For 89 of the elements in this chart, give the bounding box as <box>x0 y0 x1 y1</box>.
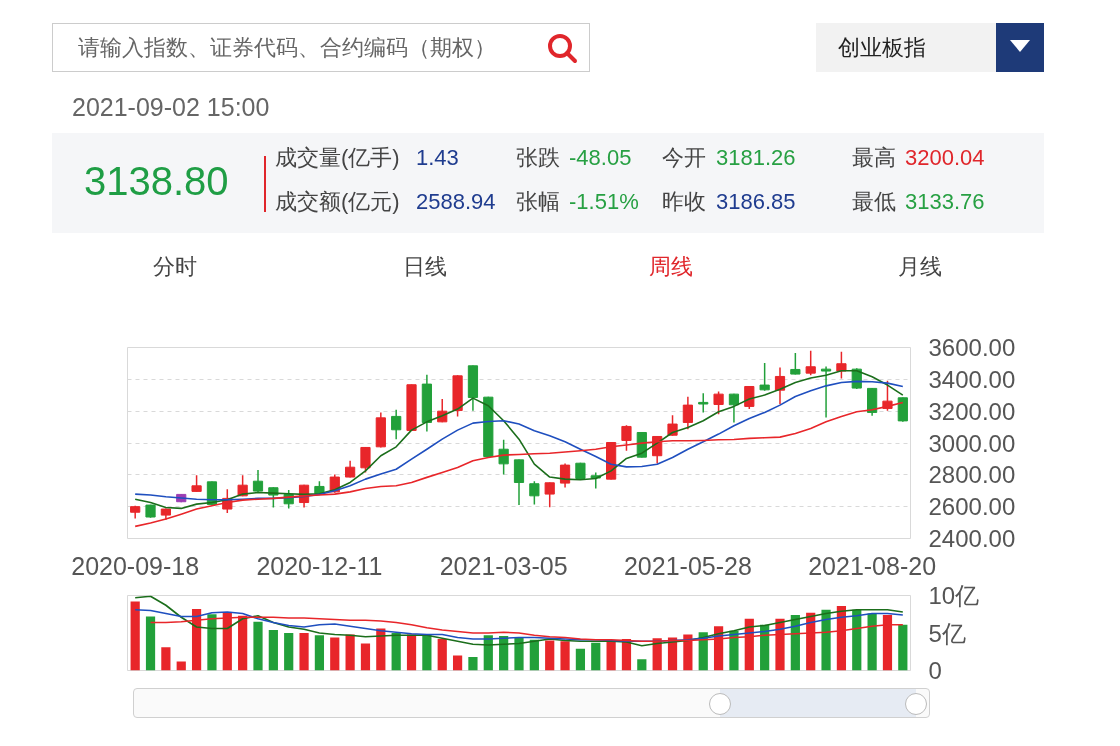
candlestick <box>513 458 525 506</box>
candlestick <box>682 396 693 430</box>
bar <box>314 635 325 671</box>
bar <box>161 647 171 671</box>
text: 3200.04 <box>905 145 985 171</box>
text: -1.51% <box>569 189 639 215</box>
candlestick <box>836 351 847 380</box>
y-tick-label: 0 <box>928 657 942 684</box>
text: 1.43 <box>416 145 459 171</box>
text: 请输入指数、证券代码、合约编码（期权） <box>78 35 496 61</box>
candlestick <box>728 392 740 424</box>
bar <box>207 614 217 671</box>
text: 成交额(亿元) <box>275 189 400 215</box>
y-tick-label: 3000.00 <box>928 429 1016 457</box>
text: 张跌 <box>516 145 560 171</box>
candlestick <box>391 408 402 440</box>
bar <box>345 634 355 671</box>
text: 创业板指 <box>838 35 926 61</box>
line-series <box>134 595 904 647</box>
candlestick <box>621 424 632 452</box>
y-tick-label: 3200.00 <box>928 397 1016 425</box>
bar <box>437 639 447 671</box>
bar <box>130 601 140 671</box>
text: 分时 <box>153 254 197 280</box>
candlestick <box>774 366 786 405</box>
bar <box>284 633 294 671</box>
x-tick-label: 2021-03-05 <box>439 551 568 580</box>
x-tick-label: 2021-08-20 <box>808 551 937 580</box>
line-series <box>134 608 904 643</box>
bar <box>452 655 463 671</box>
bar <box>422 634 432 671</box>
text: 最低 <box>852 189 896 215</box>
candlestick <box>897 396 908 423</box>
text: 2588.94 <box>416 189 496 215</box>
bar <box>391 633 401 671</box>
candlestick <box>759 362 770 392</box>
text: 3138.80 <box>84 158 229 204</box>
candlestick <box>820 365 832 419</box>
line-series <box>134 401 904 528</box>
candlestick <box>498 439 509 476</box>
bar <box>468 657 478 671</box>
bar <box>545 640 555 671</box>
bar <box>253 621 263 671</box>
bar <box>729 630 739 671</box>
text: 2021-09-02 15:00 <box>72 92 270 122</box>
bar <box>591 642 601 671</box>
y-tick-label: 2400.00 <box>928 525 1016 552</box>
bar <box>637 659 647 671</box>
text: -48.05 <box>569 145 632 171</box>
candlestick <box>805 350 816 376</box>
bar <box>575 648 586 671</box>
bar <box>145 616 156 671</box>
x-tick-label: 2021-05-28 <box>623 551 752 580</box>
candlestick <box>744 385 755 410</box>
text: 日线 <box>403 254 447 280</box>
bar <box>514 637 524 671</box>
bar <box>268 630 278 671</box>
bar <box>821 609 831 671</box>
text: 最高 <box>852 145 896 171</box>
text: 昨收 <box>662 189 706 215</box>
candlestick <box>544 481 555 508</box>
bar <box>299 633 309 671</box>
candlestick <box>529 480 540 506</box>
x-tick-label: 2020-12-11 <box>256 551 383 580</box>
bar <box>529 639 539 671</box>
candlestick <box>698 392 709 414</box>
text: 张幅 <box>516 189 560 215</box>
bar <box>330 637 340 671</box>
bar <box>560 641 570 671</box>
y-tick-label: 2800.00 <box>928 461 1016 489</box>
y-tick-label: 3600.00 <box>928 334 1016 361</box>
x-tick-label: 2020-09-18 <box>71 551 200 580</box>
text: 3186.85 <box>716 189 796 215</box>
candlestick <box>713 390 724 415</box>
bar <box>867 613 877 671</box>
candlestick <box>790 352 801 376</box>
bar <box>406 634 417 671</box>
y-tick-label: 3400.00 <box>928 365 1016 393</box>
text: 今开 <box>662 145 706 171</box>
y-tick-label: 10亿 <box>928 582 980 609</box>
y-tick-label: 5亿 <box>928 619 966 647</box>
text: 月线 <box>898 254 942 280</box>
text: 周线 <box>649 254 693 280</box>
bar <box>898 624 908 671</box>
text: 3181.26 <box>716 145 796 171</box>
bar <box>360 643 371 671</box>
text: 3133.76 <box>905 189 985 215</box>
y-tick-label: 2600.00 <box>928 493 1016 521</box>
text: 成交量(亿手) <box>275 145 400 171</box>
